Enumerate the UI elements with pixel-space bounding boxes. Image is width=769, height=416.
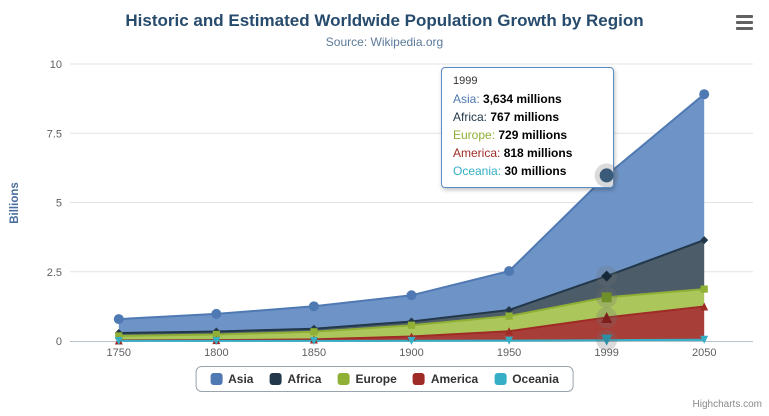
svg-text:1750: 1750 (107, 347, 131, 359)
tooltip-items: Asia: 3,634 millions Africa: 767 millions… (453, 90, 602, 180)
svg-text:0: 0 (56, 336, 62, 348)
legend-swatch-europe (337, 373, 350, 385)
legend: Asia Africa Europe America Oceania (195, 366, 574, 392)
legend-label-africa: Africa (287, 372, 322, 386)
tooltip-line-oceania: Oceania: 30 millions (453, 164, 567, 178)
series-area-asia[interactable] (118, 94, 705, 333)
legend-label-europe: Europe (355, 372, 397, 386)
legend-item-america[interactable]: America (412, 372, 479, 386)
tooltip-header: 1999 (453, 75, 478, 87)
legend-swatch-oceania (494, 373, 507, 385)
y-axis-labels: 0 2.5 5 7.5 10 (47, 59, 62, 348)
hamburger-menu-icon (735, 14, 753, 30)
tooltip: 1999 Asia: 3,634 millions Africa: 767 mil… (441, 67, 614, 188)
legend-item-africa[interactable]: Africa (269, 372, 321, 386)
context-menu-button[interactable] (731, 10, 757, 34)
legend-label-oceania: Oceania (512, 372, 559, 386)
legend-item-oceania[interactable]: Oceania (494, 372, 559, 386)
series-markers (113, 89, 710, 345)
legend-swatch-america (412, 373, 425, 385)
svg-text:5: 5 (56, 198, 62, 210)
tooltip-line-africa: Africa: 767 millions (453, 110, 560, 124)
series-area-africa[interactable] (118, 240, 705, 336)
x-axis-labels: 1750 1800 1850 1900 1950 1999 2050 (107, 347, 717, 359)
svg-text:1800: 1800 (204, 347, 228, 359)
svg-text:1900: 1900 (399, 347, 423, 359)
legend-item-europe[interactable]: Europe (337, 372, 397, 386)
legend-item-asia[interactable]: Asia (210, 372, 253, 386)
tooltip-line-europe: Europe: 729 millions (453, 128, 568, 142)
chart-title: Historic and Estimated Worldwide Populat… (125, 11, 644, 30)
svg-text:1850: 1850 (302, 347, 326, 359)
tooltip-line-asia: Asia: 3,634 millions (453, 92, 562, 106)
credits-link[interactable]: Highcharts.com (692, 399, 762, 410)
legend-label-asia: Asia (228, 372, 254, 386)
chart-subtitle: Source: Wikipedia.org (325, 35, 444, 49)
legend-swatch-africa (269, 373, 282, 385)
svg-text:2.5: 2.5 (47, 267, 62, 279)
legend-swatch-asia (210, 373, 223, 385)
svg-text:1950: 1950 (497, 347, 521, 359)
legend-label-america: America (430, 372, 479, 386)
svg-text:2050: 2050 (692, 347, 716, 359)
series-area-america[interactable] (118, 306, 705, 341)
svg-text:7.5: 7.5 (47, 128, 62, 140)
svg-text:10: 10 (50, 59, 62, 71)
tooltip-line-america: America: 818 millions (453, 146, 573, 160)
svg-text:1999: 1999 (594, 347, 618, 359)
